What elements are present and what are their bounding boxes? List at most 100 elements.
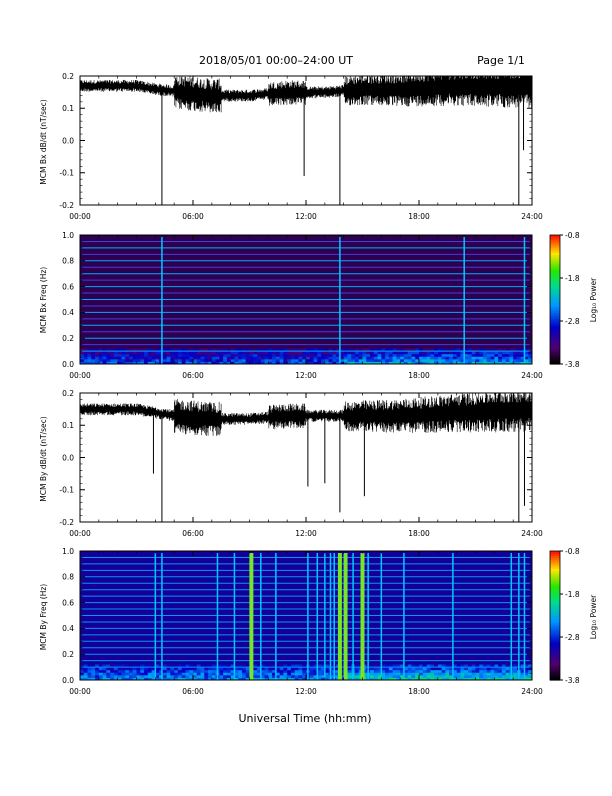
spectrogram-cell [230,358,235,362]
spectrogram-cell [328,353,333,357]
spectrogram-cell [471,674,476,678]
spectrogram-cell [426,348,431,352]
spectrogram-cell [388,358,394,362]
spectrogram-cell [483,664,488,668]
spectrogram-cell [467,674,473,678]
spectrogram-cell [430,669,435,673]
spectrogram-cell [407,674,412,678]
spectrogram-cell [366,353,371,357]
x-tick-label: 12:00 [295,529,317,538]
spectrogram-cell [170,358,175,362]
spectrogram-cell [136,667,141,671]
spectrogram-cell [204,677,209,681]
spectrogram-cell [400,669,405,673]
spectrogram-cell [437,361,443,365]
spectrogram-cell [332,353,337,357]
spectrogram-cell [185,361,190,365]
spectrogram-cell [483,677,488,681]
spectrogram-cell [102,358,107,362]
spectrogram-cell [336,361,341,365]
spectrogram-cell [181,664,186,668]
colorbar-segment [550,250,560,253]
colorbar-segment [550,634,560,638]
colorbar-segment [550,265,560,268]
spectrogram-cell [170,361,175,365]
spectrogram-cell [257,672,262,676]
spectrogram-cell [434,358,439,362]
spectrogram-cell [460,664,465,668]
spectrogram-cell [354,353,360,357]
spectrogram-cell [388,348,394,352]
spectrogram-cell [392,351,397,355]
spectrogram-cell [452,361,458,365]
spectrogram-cell [434,664,439,668]
spectrogram-cell [155,358,160,362]
spectrogram-cell [166,669,171,673]
spectrogram-cell [128,351,134,355]
by-dbdt-panel: 00:00 06:00 12:00 18:00 24:00-0.2-0.10.00.10… [39,389,543,538]
spectrogram-cell [83,356,89,360]
spectrogram-cell [498,674,503,678]
page-indicator: Page 1/1 [477,54,525,67]
spectrogram-cell [264,351,269,355]
spectrogram-cell [486,664,492,668]
spectrogram-cell [110,353,115,357]
spectrogram-cell [324,361,330,365]
spectrogram-cell [223,356,228,360]
spectrogram-cell [128,348,134,352]
spectrogram-cell [445,361,450,365]
spectrogram-cell [483,674,488,678]
spectrogram-cell [181,667,186,671]
spectrogram-cell [151,351,156,355]
spectrogram-cell [121,361,126,365]
spectrogram-cell [174,667,179,671]
spectrogram-cell [347,674,352,678]
spectrogram-cell [136,674,141,678]
colorbar-segment [550,297,560,301]
spectrogram-cell [162,672,168,676]
colorbar-segment [550,652,560,655]
colorbar-segment [550,342,560,346]
spectrogram-cell [441,348,446,352]
spectrogram-cell [275,667,281,671]
spectrogram-cell [121,674,126,678]
spectrogram-cell [475,348,480,352]
spectrogram-cell [290,348,296,352]
spectrogram-cell [147,356,153,360]
spectrogram-cell [211,358,217,362]
spectrogram-cell [388,677,394,681]
spectrogram-cell [388,674,394,678]
colorbar-segment [550,578,560,582]
spectrogram-cell [456,351,461,355]
spectrogram-cell [95,353,100,357]
spectrogram-cell [283,348,288,352]
colorbar-segment [550,245,560,249]
spectrogram-cell [351,348,356,352]
spectrogram-cell [283,351,288,355]
spectrogram-cell [106,356,111,360]
spectrogram-cell [475,672,480,676]
spectrogram-cell [309,669,315,673]
spectrogram-cell [339,353,345,357]
spectrogram-cell [471,667,476,671]
spectrogram-cell [260,361,266,365]
spectrogram-cell [219,358,224,362]
spectrogram-cell [475,351,480,355]
spectrogram-cell [260,674,266,678]
spectrogram-cell [283,667,288,671]
spectrogram-cell [452,356,458,360]
spectrogram-cell [362,353,367,357]
spectrogram-cell [528,667,533,671]
spectrogram-cell [441,353,446,357]
spectrogram-cell [354,669,360,673]
spectrogram-cell [117,664,122,668]
spectrogram-cell [234,669,239,673]
colorbar-segment [550,619,560,623]
spectrogram-cell [95,351,100,355]
spectrogram-cell [403,356,409,360]
spectrogram-cell [415,669,420,673]
spectrogram-cell [381,667,386,671]
spectrogram-cell [486,674,492,678]
colorbar-segment [550,591,560,595]
spectrogram-cell [162,667,168,671]
